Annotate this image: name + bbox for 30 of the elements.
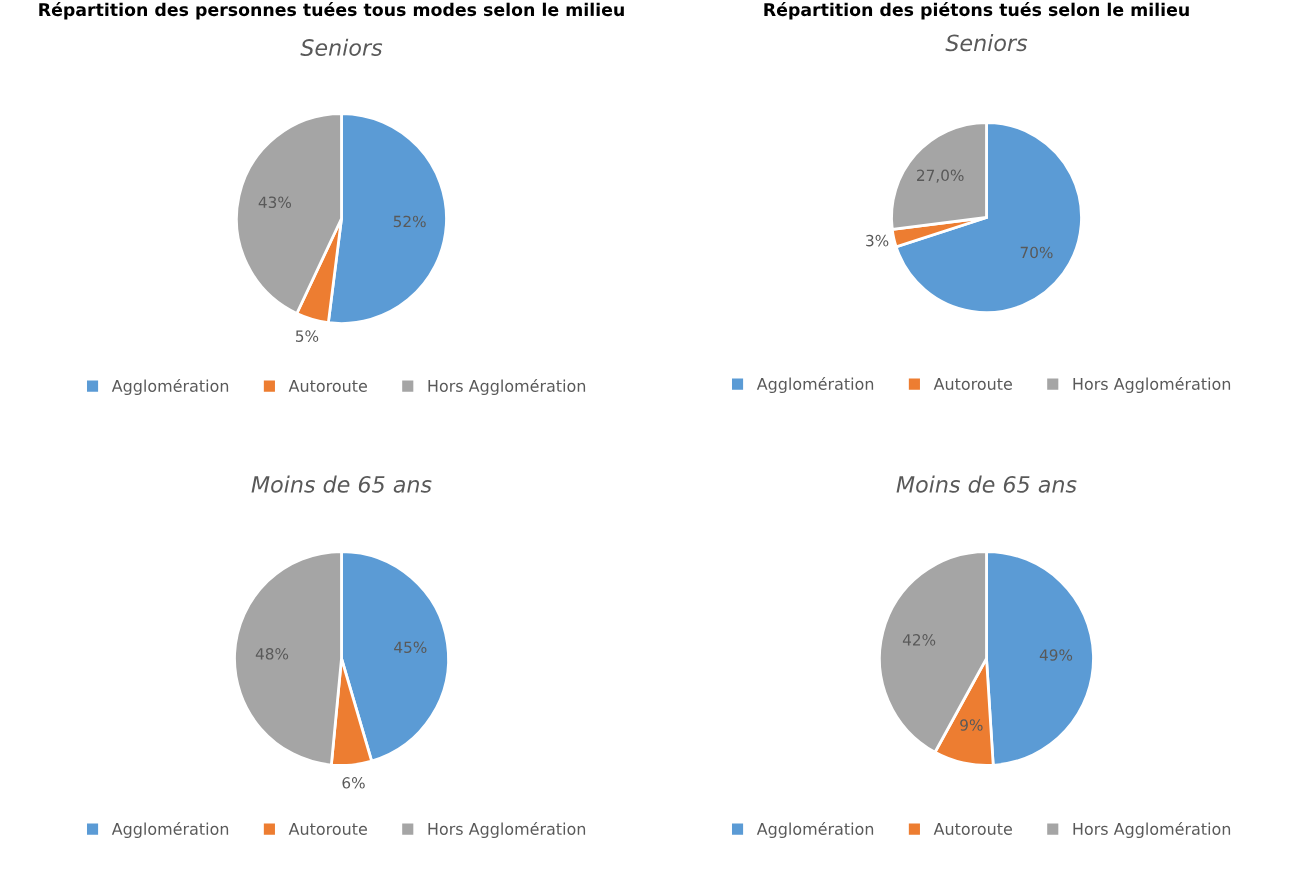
legend-label: Agglomération bbox=[756, 376, 874, 394]
legend-label: Agglomération bbox=[756, 821, 874, 839]
data-label: 6% bbox=[342, 777, 365, 789]
data-label: 52% bbox=[393, 215, 426, 228]
legend-label: Hors Agglomération bbox=[1073, 821, 1231, 839]
data-label: 5% bbox=[295, 330, 319, 342]
legend-label: Autoroute bbox=[933, 823, 1012, 835]
data-label: 27,0% bbox=[917, 169, 964, 183]
chart-title: Seniors bbox=[300, 38, 383, 56]
chart-title: Seniors bbox=[945, 34, 1028, 52]
legend-label: Agglomération bbox=[111, 821, 229, 839]
legend-label: Autoroute bbox=[933, 378, 1012, 390]
data-label: 48% bbox=[255, 648, 289, 660]
legend-label: Hors Agglomération bbox=[428, 821, 586, 839]
data-label: 9% bbox=[960, 719, 983, 731]
legend-label: Agglomération bbox=[111, 378, 229, 396]
data-label: 42% bbox=[902, 634, 936, 646]
text: Répartition des piétons tués selon le milieu bbox=[764, 2, 1189, 20]
data-label: 45% bbox=[394, 641, 427, 654]
data-label: 49% bbox=[1039, 649, 1073, 661]
chart-title: Moins de 65 ans bbox=[896, 475, 1077, 493]
data-label: 70% bbox=[1020, 246, 1053, 259]
text: Répartition des personnes tuées tous modes selon le milieu bbox=[39, 2, 624, 20]
chart-title: Moins de 65 ans bbox=[251, 475, 432, 493]
data-label: 3% bbox=[866, 234, 889, 247]
legend-label: Hors Agglomération bbox=[1073, 376, 1231, 394]
legend-label: Hors Agglomération bbox=[428, 378, 586, 396]
legend-label: Autoroute bbox=[288, 823, 367, 835]
data-label: 43% bbox=[258, 196, 292, 209]
legend-label: Autoroute bbox=[288, 380, 367, 392]
